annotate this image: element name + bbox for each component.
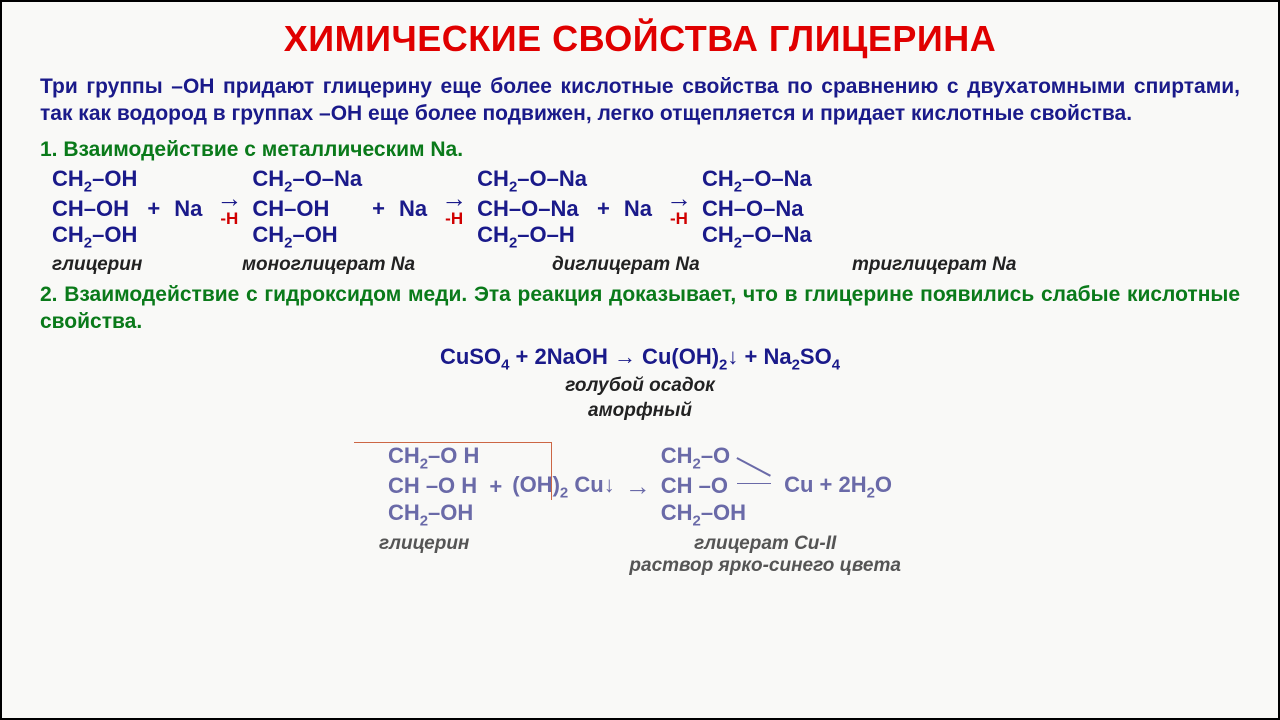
label-triglycerate: триглицерат Na (852, 254, 1092, 276)
equation-cuoh: CuSO4 + 2NaOH → Cu(OH)2↓ + Na2SO4 (40, 344, 1240, 373)
reagent-na: Na (620, 196, 656, 222)
formula-line: CH2–O–Na (477, 166, 587, 196)
label-glycerin: глицерин (52, 254, 182, 276)
intro-text: Три группы –ОН придают глицерину еще бол… (40, 74, 1240, 128)
formula-line: CH2–O (661, 443, 746, 474)
molecule-diglycerate: CH2–O–Na CH–O–Na CH2–O–H (477, 166, 587, 252)
equation-caption-1: голубой осадок (40, 375, 1240, 398)
formula-line: CH2–OH (252, 222, 362, 252)
formula-line: CH–OH (252, 196, 362, 222)
label-line: глицерат Cu-II (629, 533, 901, 556)
molecule-glycerate-cu: CH2–O CH –O CH2–OH (661, 443, 746, 531)
label-diglycerate: диглицерат Na (552, 254, 812, 276)
section-2-heading: 2. Взаимодействие с гидроксидом меди. Эт… (40, 282, 1240, 336)
label-monoglycerate: моноглицерат Na (242, 254, 542, 276)
reaction-1-labels: глицерин моноглицерат Na диглицерат Na т… (40, 254, 1240, 276)
arrow-icon: → (666, 189, 692, 207)
formula-line: CH2–O–Na (702, 166, 812, 196)
molecule-monoglycerate: CH2–O–Na CH–OH CH2–OH (252, 166, 362, 252)
arrow-icon: → (625, 471, 651, 502)
reagent-na: Na (395, 196, 431, 222)
molecule-glycerin: CH2–OH CH–OH CH2–OH (52, 166, 137, 252)
bond-line (737, 483, 771, 485)
formula-line: CH–O–Na (702, 196, 812, 222)
label-glycerate-cu: глицерат Cu-II раствор ярко-синего цвета (629, 533, 901, 579)
arrow-box: → -H (212, 189, 246, 229)
formula-line: CH2–O–Na (702, 222, 812, 252)
page-title: ХИМИЧЕСКИЕ СВОЙСТВА ГЛИЦЕРИНА (40, 18, 1240, 60)
minus-h-label: -H (670, 209, 688, 229)
reagent-na: Na (170, 196, 206, 222)
formula-line: CH2–OH (52, 166, 137, 196)
equation-caption-2: аморфный (40, 400, 1240, 423)
formula-line: CH2–OH (388, 500, 479, 531)
formula-line: CH–O–Na (477, 196, 587, 222)
arrow-box: → -H (662, 189, 696, 229)
formula-line: CH2–OH (52, 222, 137, 252)
plus-sign: + (143, 196, 164, 222)
plus-sign: + (593, 196, 614, 222)
formula-line: CH2–OH (661, 500, 746, 531)
arrow-box: → -H (437, 189, 471, 229)
reaction-3: CH2–O H CH –O H CH2–OH + (OH)2 Cu↓ → CH2… (40, 443, 1240, 531)
minus-h-label: -H (220, 209, 238, 229)
minus-h-label: -H (445, 209, 463, 229)
label-glycerin-2: глицерин (379, 533, 469, 579)
cu-product: Cu + 2H2O (784, 472, 892, 501)
arrow-icon: → (441, 189, 467, 207)
red-bracket (354, 442, 552, 500)
reaction-3-labels: глицерин глицерат Cu-II раствор ярко-син… (40, 533, 1240, 579)
formula-line: CH2–O–H (477, 222, 587, 252)
formula-line: CH2–O–Na (252, 166, 362, 196)
molecule-triglycerate: CH2–O–Na CH–O–Na CH2–O–Na (702, 166, 812, 252)
label-line: раствор ярко-синего цвета (629, 555, 901, 578)
plus-sign: + (368, 196, 389, 222)
arrow-icon: → (216, 189, 242, 207)
reagent-cuoh2: (OH)2 Cu↓ (512, 472, 614, 501)
formula-line: CH –O (661, 473, 746, 500)
formula-line: CH–OH (52, 196, 137, 222)
reaction-1: CH2–OH CH–OH CH2–OH + Na → -H CH2–O–Na C… (40, 166, 1240, 252)
section-1-heading: 1. Взаимодействие с металлическим Na. (40, 138, 1240, 162)
